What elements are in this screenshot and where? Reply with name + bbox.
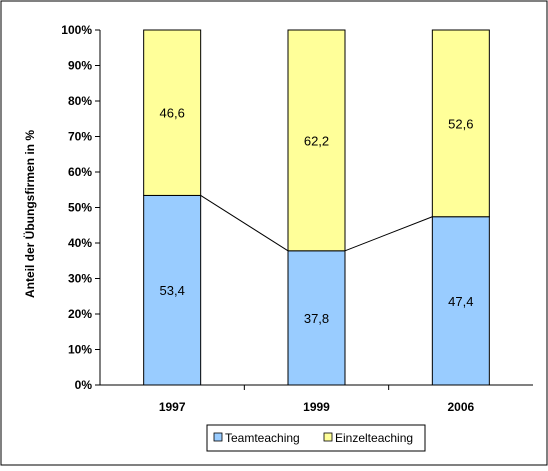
bar-einzelteaching-2006	[431, 29, 490, 218]
y-tick-label: 60%	[68, 165, 92, 179]
bar-einzelteaching-1997	[143, 29, 202, 196]
y-tick-label: 50%	[68, 201, 92, 215]
legend-swatch-teamteaching	[213, 432, 223, 442]
y-tick-label: 10%	[68, 343, 92, 357]
bar-teamteaching-2006	[431, 216, 490, 386]
x-tick-label: 1999	[303, 400, 330, 414]
legend-label-einzelteaching: Einzelteaching	[335, 431, 413, 445]
x-axis-ticks: 1997 1999 2006	[159, 385, 475, 414]
series-line	[344, 216, 433, 252]
x-tick-label: 1997	[159, 400, 186, 414]
y-tick-label: 90%	[68, 59, 92, 73]
y-tick-label: 80%	[68, 94, 92, 108]
legend-swatch-einzelteaching	[323, 432, 333, 442]
data-label: 47,4	[448, 294, 473, 309]
legend-box	[206, 424, 426, 452]
x-tick-label: 2006	[447, 400, 474, 414]
y-axis-label: Anteil der Übungsfirmen in %	[22, 130, 37, 298]
y-tick-label: 100%	[61, 23, 92, 37]
data-label: 37,8	[304, 311, 329, 326]
y-tick-label: 30%	[68, 272, 92, 286]
data-label: 46,6	[160, 106, 185, 121]
series-line	[200, 195, 289, 252]
legend: Teamteaching Einzelteaching	[206, 424, 426, 452]
y-axis-ticks: 0% 10% 20% 30% 40% 50% 60% 70% 80% 90% 100%	[61, 23, 100, 392]
y-tick-label: 20%	[68, 307, 92, 321]
bar-teamteaching-1997	[143, 194, 202, 386]
bars-group	[143, 29, 490, 386]
bar-einzelteaching-1999	[287, 29, 346, 252]
y-tick-label: 70%	[68, 130, 92, 144]
y-tick-label: 0%	[75, 378, 93, 392]
data-labels-group: 53,4 46,6 37,8 62,2 47,4 52,6	[160, 106, 474, 326]
legend-label-teamteaching: Teamteaching	[225, 431, 300, 445]
data-label: 62,2	[304, 133, 329, 148]
bar-teamteaching-1999	[287, 250, 346, 386]
series-lines-group	[200, 195, 433, 252]
data-label: 53,4	[160, 283, 185, 298]
y-tick-label: 40%	[68, 236, 92, 250]
data-label: 52,6	[448, 116, 473, 131]
